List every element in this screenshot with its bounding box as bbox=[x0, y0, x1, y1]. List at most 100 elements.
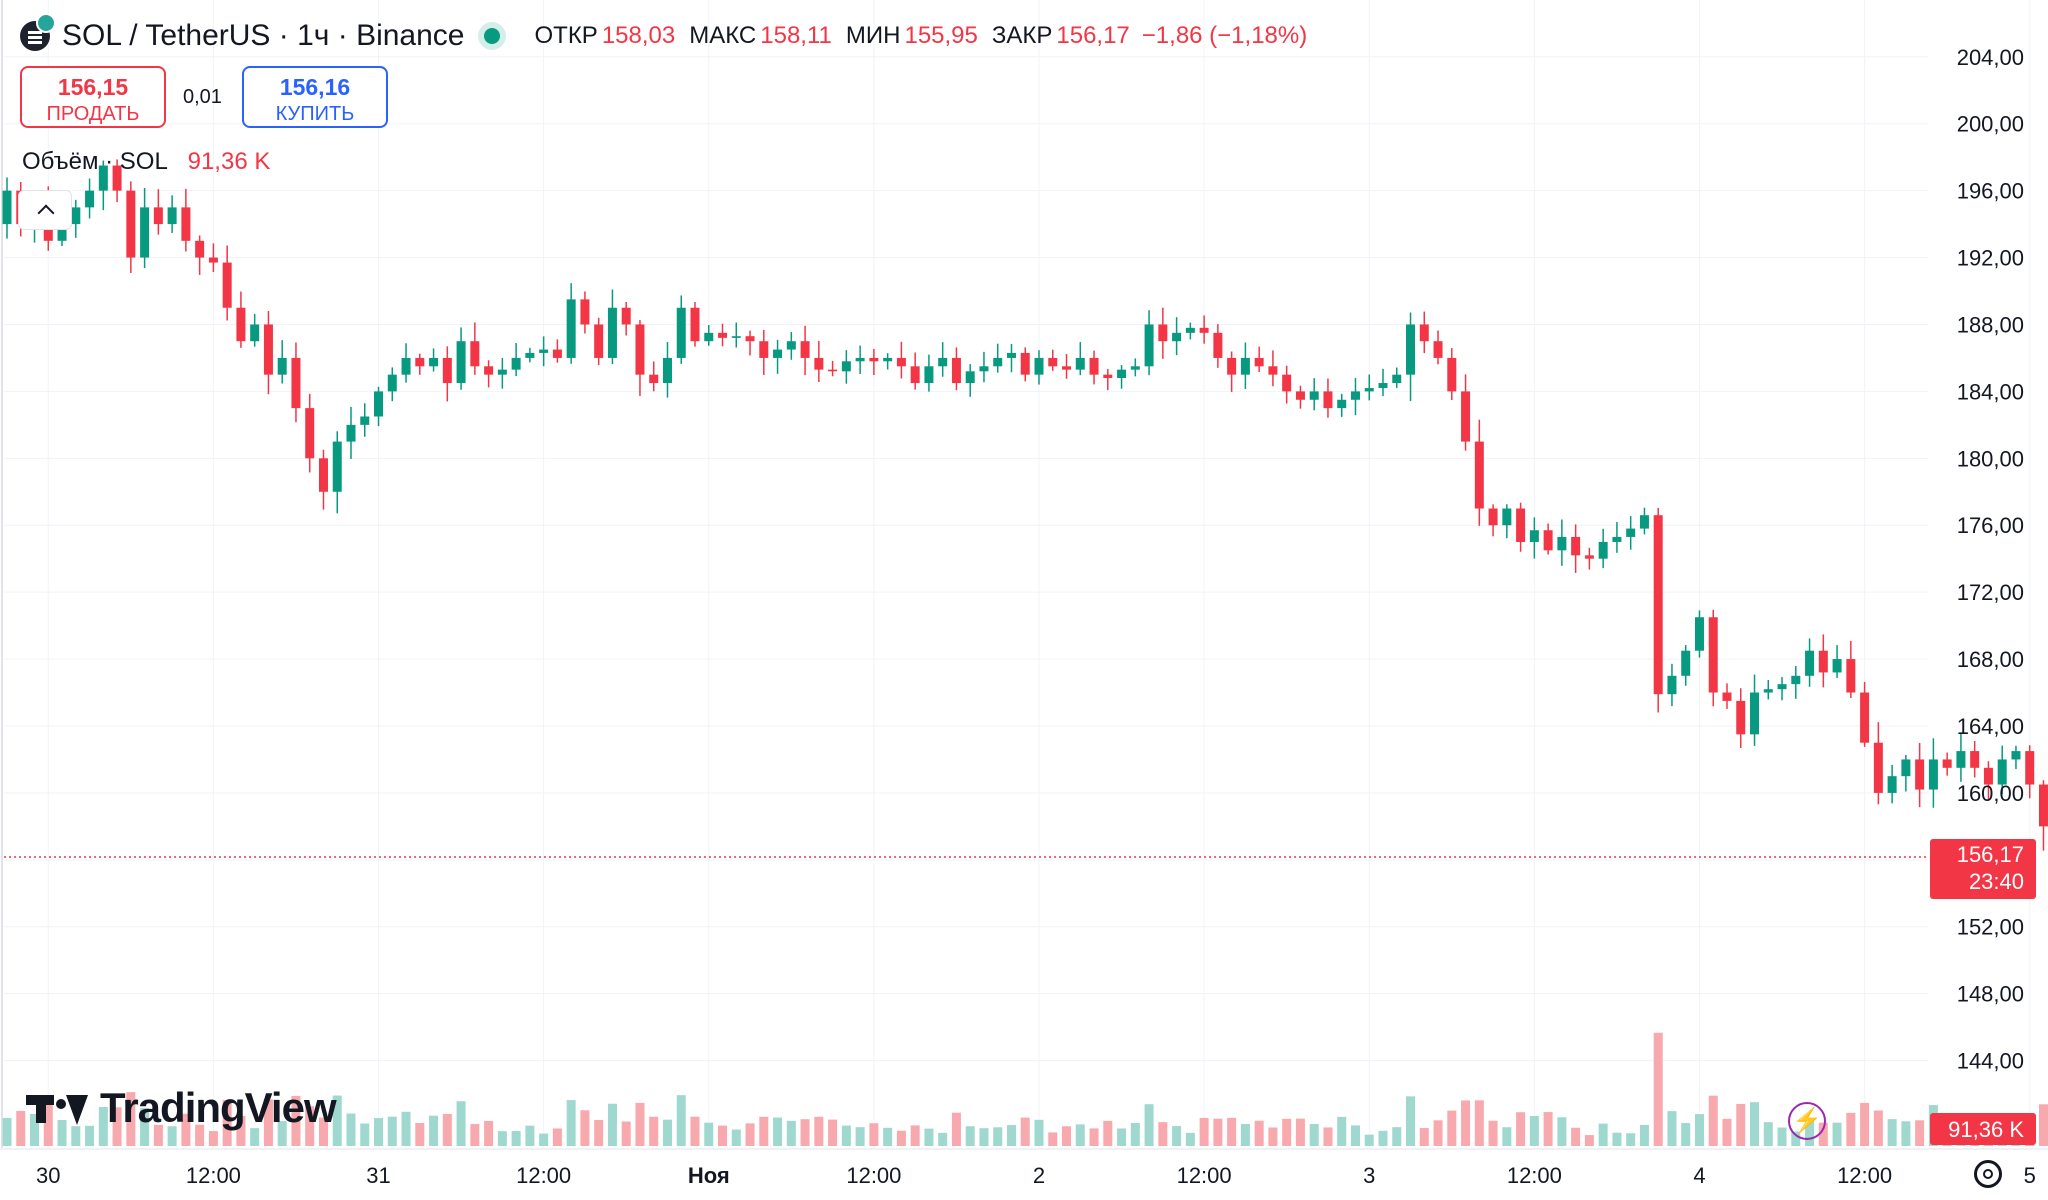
volume-bar bbox=[1378, 1130, 1388, 1146]
volume-bar bbox=[208, 1131, 218, 1146]
candle bbox=[195, 235, 205, 275]
volume-bar bbox=[896, 1130, 906, 1146]
volume-bar bbox=[814, 1116, 824, 1146]
candle bbox=[1763, 679, 1773, 700]
candle-body bbox=[1571, 536, 1581, 556]
candle-body bbox=[979, 366, 989, 372]
candle-body bbox=[814, 357, 824, 370]
candle bbox=[1942, 752, 1952, 776]
candle-body bbox=[1832, 659, 1842, 673]
buy-button[interactable]: 156,16 КУПИТЬ bbox=[242, 66, 388, 128]
volume-bar bbox=[57, 1120, 67, 1146]
time-axis[interactable]: 30 12:00 31 12:00 Ноя 12:00 2 12:00 3 12:00 4 12:00… bbox=[0, 1148, 2048, 1188]
candle-body bbox=[731, 336, 741, 338]
volume-bar bbox=[291, 1095, 301, 1146]
volume-bar bbox=[1557, 1117, 1567, 1146]
close-label: ЗАКР bbox=[991, 22, 1053, 49]
tradingview-logo[interactable]: TradingView bbox=[26, 1084, 337, 1132]
market-status-icon[interactable] bbox=[484, 28, 501, 44]
volume-bar bbox=[1694, 1114, 1704, 1146]
candle-body bbox=[415, 357, 425, 367]
candle bbox=[1130, 358, 1140, 377]
candle-body bbox=[690, 307, 700, 342]
price-tick-label: 180,00 bbox=[1957, 446, 2024, 471]
symbol-title[interactable]: SOL / TetherUS · 1ч · Binance bbox=[62, 19, 465, 52]
candle-body bbox=[222, 262, 232, 308]
open-value: 158,03 bbox=[601, 22, 676, 49]
candle bbox=[924, 354, 934, 392]
volume-bar bbox=[1915, 1120, 1925, 1146]
candle bbox=[704, 324, 714, 346]
candle bbox=[594, 317, 604, 366]
candle-body bbox=[1708, 617, 1718, 693]
volume-bar bbox=[621, 1121, 631, 1146]
volume-bar bbox=[456, 1101, 466, 1146]
candle-body bbox=[773, 349, 783, 358]
volume-bar bbox=[346, 1113, 356, 1146]
volume-bar bbox=[1172, 1126, 1182, 1146]
volume-bar bbox=[1667, 1111, 1677, 1146]
volume-bar bbox=[1433, 1120, 1443, 1146]
candle bbox=[1750, 674, 1760, 746]
price-tick-label: 144,00 bbox=[1957, 1049, 2024, 1074]
candle-body bbox=[607, 307, 617, 358]
volume-bar bbox=[43, 1101, 53, 1146]
time-tick-label: 12:00 bbox=[1507, 1163, 1562, 1188]
volume-value: 91,36 K bbox=[187, 148, 271, 175]
close-value: 156,17 bbox=[1056, 22, 1130, 49]
candle bbox=[1928, 738, 1938, 808]
candle bbox=[1172, 317, 1182, 356]
candle bbox=[1970, 741, 1980, 778]
candle-body bbox=[718, 332, 728, 338]
sell-button[interactable]: 156,15 ПРОДАТЬ bbox=[20, 66, 166, 128]
candle bbox=[98, 160, 108, 211]
volume-bar bbox=[1282, 1118, 1292, 1146]
candle-body bbox=[140, 207, 150, 258]
volume-bar bbox=[1419, 1128, 1429, 1146]
volume-bar bbox=[1117, 1128, 1127, 1146]
volume-bar bbox=[676, 1095, 686, 1146]
volume-bar bbox=[2, 1117, 12, 1146]
volume-bar bbox=[525, 1125, 535, 1146]
price-tick-label: 192,00 bbox=[1957, 246, 2024, 271]
candle bbox=[552, 339, 562, 363]
volume-bar bbox=[250, 1128, 260, 1146]
volume-bar bbox=[71, 1126, 81, 1146]
candle bbox=[1956, 734, 1966, 782]
candle-body bbox=[1818, 650, 1828, 673]
volume-bar bbox=[1254, 1120, 1264, 1146]
price-tick-label: 148,00 bbox=[1957, 982, 2024, 1007]
volume-bar bbox=[1626, 1133, 1636, 1146]
candle-body bbox=[1667, 675, 1677, 695]
candle bbox=[222, 245, 232, 321]
volume-bar bbox=[883, 1127, 893, 1146]
volume-bar bbox=[1392, 1127, 1402, 1146]
candle bbox=[277, 340, 287, 384]
candle bbox=[1282, 365, 1292, 404]
candle-body bbox=[1240, 357, 1250, 375]
candle bbox=[332, 431, 342, 514]
candle-body bbox=[305, 408, 315, 459]
volume-bar bbox=[1681, 1123, 1691, 1146]
candle bbox=[1681, 645, 1691, 686]
candle-body bbox=[951, 357, 961, 384]
volume-bar bbox=[745, 1123, 755, 1146]
candle-body bbox=[71, 207, 81, 225]
volume-bar bbox=[429, 1115, 439, 1146]
chevron-up-icon[interactable] bbox=[18, 190, 72, 230]
volume-bar bbox=[318, 1117, 328, 1146]
candle-body bbox=[1378, 383, 1388, 389]
volume-legend[interactable]: Объём · SOL 91,36 K bbox=[22, 148, 270, 176]
lightning-icon[interactable]: ⚡ bbox=[1788, 1102, 1826, 1140]
time-tick-label: 12:00 bbox=[846, 1163, 901, 1188]
candle-body bbox=[1942, 759, 1952, 768]
volume-bar bbox=[140, 1107, 150, 1146]
volume-bar bbox=[951, 1112, 961, 1146]
volume-bar bbox=[800, 1119, 810, 1146]
candle-body bbox=[1350, 391, 1360, 400]
time-tick-label: 12:00 bbox=[1837, 1163, 1892, 1188]
candle bbox=[759, 329, 769, 376]
settings-icon[interactable] bbox=[1974, 1160, 2002, 1188]
price-axis[interactable]: 204,00 200,00 196,00 192,00 188,00 184,00 180,… bbox=[1957, 45, 2024, 1074]
